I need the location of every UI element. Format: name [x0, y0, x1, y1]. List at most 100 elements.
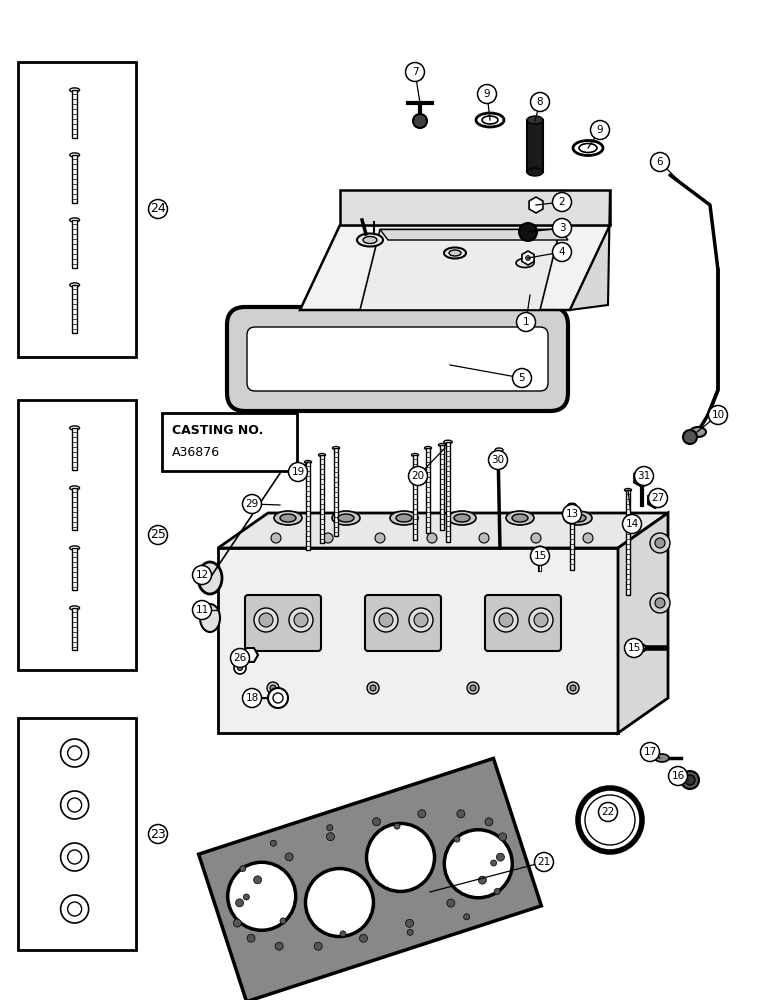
Circle shape: [454, 836, 460, 842]
Circle shape: [247, 934, 255, 942]
FancyBboxPatch shape: [247, 327, 548, 391]
Text: 23: 23: [150, 828, 166, 840]
Circle shape: [340, 931, 346, 937]
Circle shape: [294, 613, 308, 627]
Ellipse shape: [411, 454, 418, 456]
Ellipse shape: [69, 486, 80, 490]
Circle shape: [268, 688, 288, 708]
Text: 31: 31: [638, 471, 651, 481]
Ellipse shape: [69, 546, 80, 550]
Text: A36876: A36876: [172, 446, 220, 460]
Text: 19: 19: [291, 467, 305, 477]
Circle shape: [513, 368, 531, 387]
Bar: [440, 445, 444, 530]
Circle shape: [242, 494, 262, 514]
Circle shape: [457, 810, 465, 818]
Ellipse shape: [69, 218, 80, 222]
Circle shape: [570, 685, 576, 691]
Circle shape: [373, 818, 381, 826]
Circle shape: [534, 852, 554, 871]
Polygon shape: [340, 190, 610, 225]
Text: 9: 9: [597, 125, 603, 135]
Text: 24: 24: [150, 202, 166, 216]
Bar: [18, 400, 136, 670]
Text: 26: 26: [233, 653, 246, 663]
Circle shape: [591, 120, 610, 139]
Circle shape: [494, 608, 518, 632]
Ellipse shape: [625, 488, 631, 491]
Circle shape: [242, 688, 262, 708]
Circle shape: [192, 566, 212, 584]
Circle shape: [409, 608, 433, 632]
Circle shape: [267, 682, 279, 694]
FancyBboxPatch shape: [227, 307, 568, 411]
Circle shape: [650, 533, 670, 553]
Circle shape: [427, 533, 437, 543]
Bar: [73, 155, 77, 203]
Circle shape: [323, 533, 333, 543]
Polygon shape: [380, 230, 568, 240]
Circle shape: [470, 685, 476, 691]
Circle shape: [444, 830, 513, 898]
Circle shape: [531, 533, 541, 543]
Circle shape: [275, 942, 283, 950]
Circle shape: [367, 682, 379, 694]
Text: 15: 15: [533, 551, 547, 561]
Circle shape: [61, 895, 89, 923]
Ellipse shape: [506, 511, 534, 525]
Polygon shape: [218, 548, 618, 733]
Circle shape: [405, 62, 425, 82]
Ellipse shape: [69, 283, 80, 287]
Circle shape: [360, 934, 367, 942]
Ellipse shape: [634, 644, 646, 652]
Circle shape: [651, 152, 669, 172]
Circle shape: [641, 742, 659, 762]
Circle shape: [61, 843, 89, 871]
Circle shape: [240, 866, 245, 872]
Circle shape: [530, 93, 550, 111]
Ellipse shape: [690, 427, 706, 437]
Circle shape: [685, 775, 695, 785]
Ellipse shape: [274, 511, 302, 525]
Ellipse shape: [444, 440, 452, 444]
Ellipse shape: [579, 143, 597, 152]
Text: 6: 6: [657, 157, 663, 167]
Ellipse shape: [564, 511, 592, 525]
Text: 18: 18: [245, 693, 259, 703]
Polygon shape: [570, 190, 610, 310]
Ellipse shape: [396, 514, 412, 522]
Circle shape: [648, 488, 668, 508]
Text: 10: 10: [712, 410, 725, 420]
Text: 30: 30: [492, 455, 505, 465]
Text: 25: 25: [150, 528, 166, 542]
Circle shape: [243, 894, 249, 900]
Circle shape: [683, 430, 697, 444]
Polygon shape: [300, 225, 610, 310]
Bar: [73, 90, 77, 138]
Circle shape: [285, 853, 293, 861]
Ellipse shape: [527, 116, 543, 124]
Text: 1: 1: [523, 317, 530, 327]
Ellipse shape: [69, 606, 80, 610]
Text: 13: 13: [565, 509, 579, 519]
Ellipse shape: [573, 140, 603, 155]
Text: 4: 4: [559, 247, 565, 257]
Ellipse shape: [390, 511, 418, 525]
Text: CASTING NO.: CASTING NO.: [172, 424, 263, 436]
Circle shape: [270, 685, 276, 691]
Circle shape: [367, 823, 435, 891]
Circle shape: [489, 450, 507, 470]
Circle shape: [464, 914, 469, 920]
Circle shape: [394, 823, 400, 829]
Circle shape: [68, 798, 82, 812]
Ellipse shape: [198, 562, 222, 594]
Ellipse shape: [512, 514, 528, 522]
Ellipse shape: [357, 233, 383, 246]
Circle shape: [68, 902, 82, 916]
Polygon shape: [198, 758, 541, 1000]
Ellipse shape: [438, 444, 445, 446]
Circle shape: [413, 114, 427, 128]
Text: 27: 27: [652, 493, 665, 503]
Polygon shape: [218, 513, 668, 548]
Circle shape: [530, 546, 550, 566]
